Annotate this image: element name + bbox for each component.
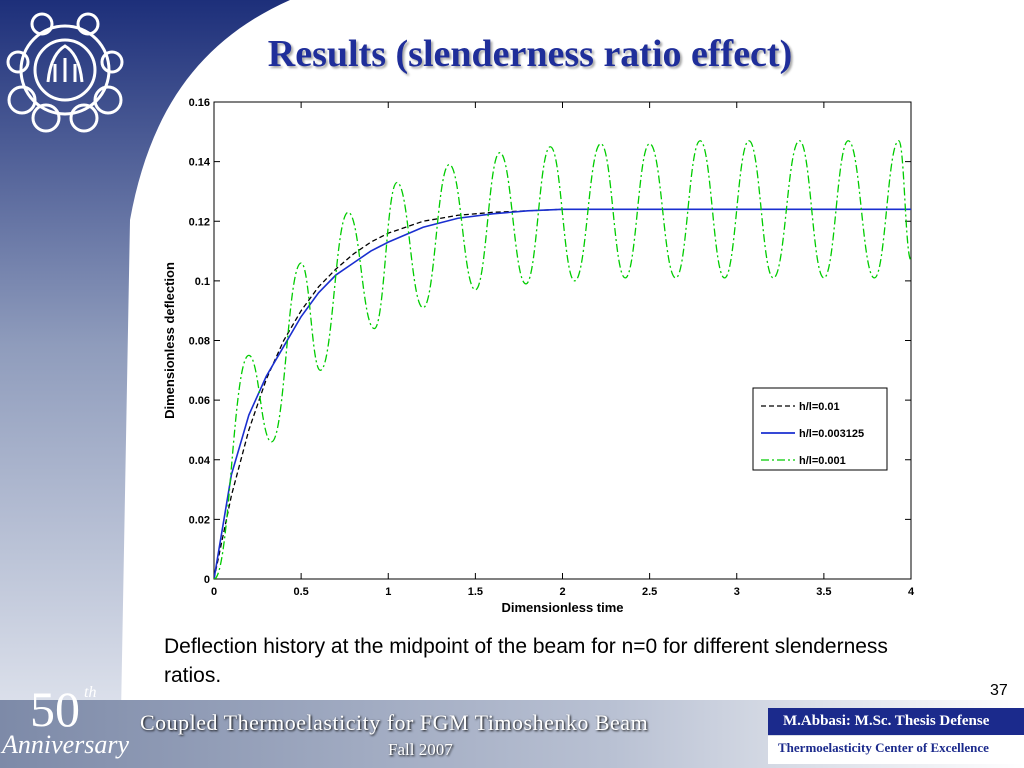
x-tick-label: 1 [385,586,391,598]
y-tick-label: 0.04 [189,455,211,467]
deflection-chart: 0 0.5 1 1.5 2 2.5 3 3.5 4 0 0.02 0.04 0.06 0.08 0.1 0.1… [162,97,915,615]
x-tick-label: 2 [559,586,565,598]
y-tick-label: 0.14 [189,157,211,169]
x-axis-label: Dimensionless time [501,600,623,615]
series-line-3 [214,140,911,579]
footer-date: Fall 2007 [388,740,453,759]
x-tick-label: 2.5 [642,586,657,598]
anniversary-suffix: th [84,684,97,701]
x-tick-label: 0.5 [293,586,308,598]
x-tick-label: 3.5 [816,586,831,598]
y-axis-label: Dimensionless deflection [162,262,177,419]
legend-label-2: h/l=0.003125 [799,428,864,440]
x-tick-label: 1.5 [468,586,483,598]
anniversary-word: Anniversary [2,730,130,759]
y-tick-label: 0.16 [189,97,210,109]
legend-box [752,387,888,471]
footer-thesis-title: Coupled Thermoelasticity for FGM Timoshe… [140,710,649,735]
university-emblem-icon [6,12,124,133]
x-tick-label: 0 [211,586,217,598]
y-tick-label: 0.1 [195,276,210,288]
y-tick-label: 0.02 [189,514,210,526]
anniversary-number: 50 [30,681,80,737]
footer-author: M.Abbasi: M.Sc. Thesis Defense [783,713,990,729]
y-tick-label: 0.08 [189,336,210,348]
y-tick-label: 0.06 [189,395,210,407]
footer-center-name: Thermoelasticity Center of Excellence [778,740,989,755]
plot-area [213,101,912,580]
legend-label-3: h/l=0.001 [799,455,846,467]
legend-label-1: h/l=0.01 [799,401,840,413]
y-tick-label: 0.12 [189,216,210,228]
page-number: 37 [990,682,1008,699]
x-tick-label: 3 [734,586,740,598]
series-line-2 [214,208,911,579]
x-tick-label: 4 [908,586,915,598]
slide-title: Results (slenderness ratio effect) [267,33,793,75]
figure-caption: Deflection history at the midpoint of th… [164,635,888,687]
y-tick-label: 0 [204,574,210,586]
